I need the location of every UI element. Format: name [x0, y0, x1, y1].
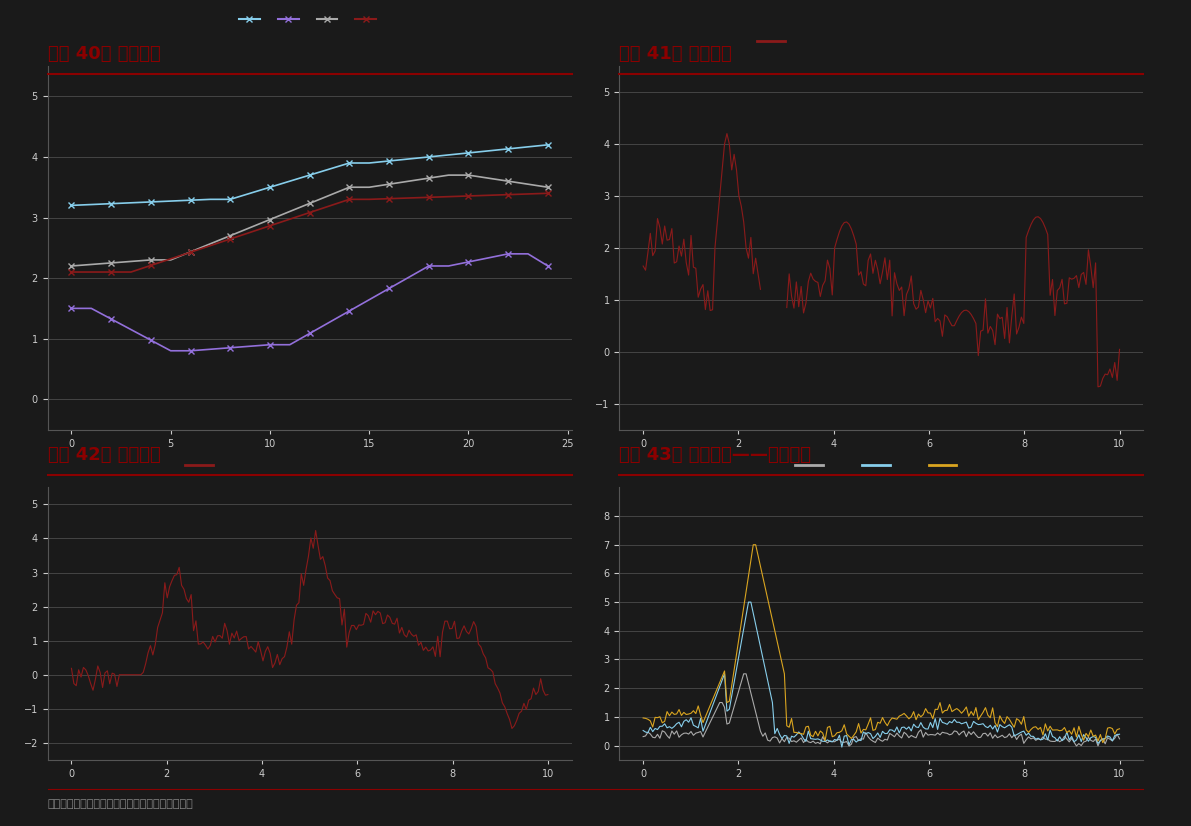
Text: 图表 42： 信用利差: 图表 42： 信用利差 — [48, 446, 161, 464]
Legend:  — [752, 30, 802, 55]
Legend:  — [180, 453, 230, 478]
Legend: , , , : , , , — [233, 7, 386, 33]
Text: 资料来源：彭博资讯，万得资讯，中金公司研究部: 资料来源：彭博资讯，万得资讯，中金公司研究部 — [48, 800, 193, 809]
Text: 图表 43： 信用利差——不同评级: 图表 43： 信用利差——不同评级 — [619, 446, 811, 464]
Text: 图表 40： 期限结构: 图表 40： 期限结构 — [48, 45, 161, 64]
Legend: , , : , , — [790, 453, 973, 478]
Text: 图表 41： 期限利差: 图表 41： 期限利差 — [619, 45, 732, 64]
